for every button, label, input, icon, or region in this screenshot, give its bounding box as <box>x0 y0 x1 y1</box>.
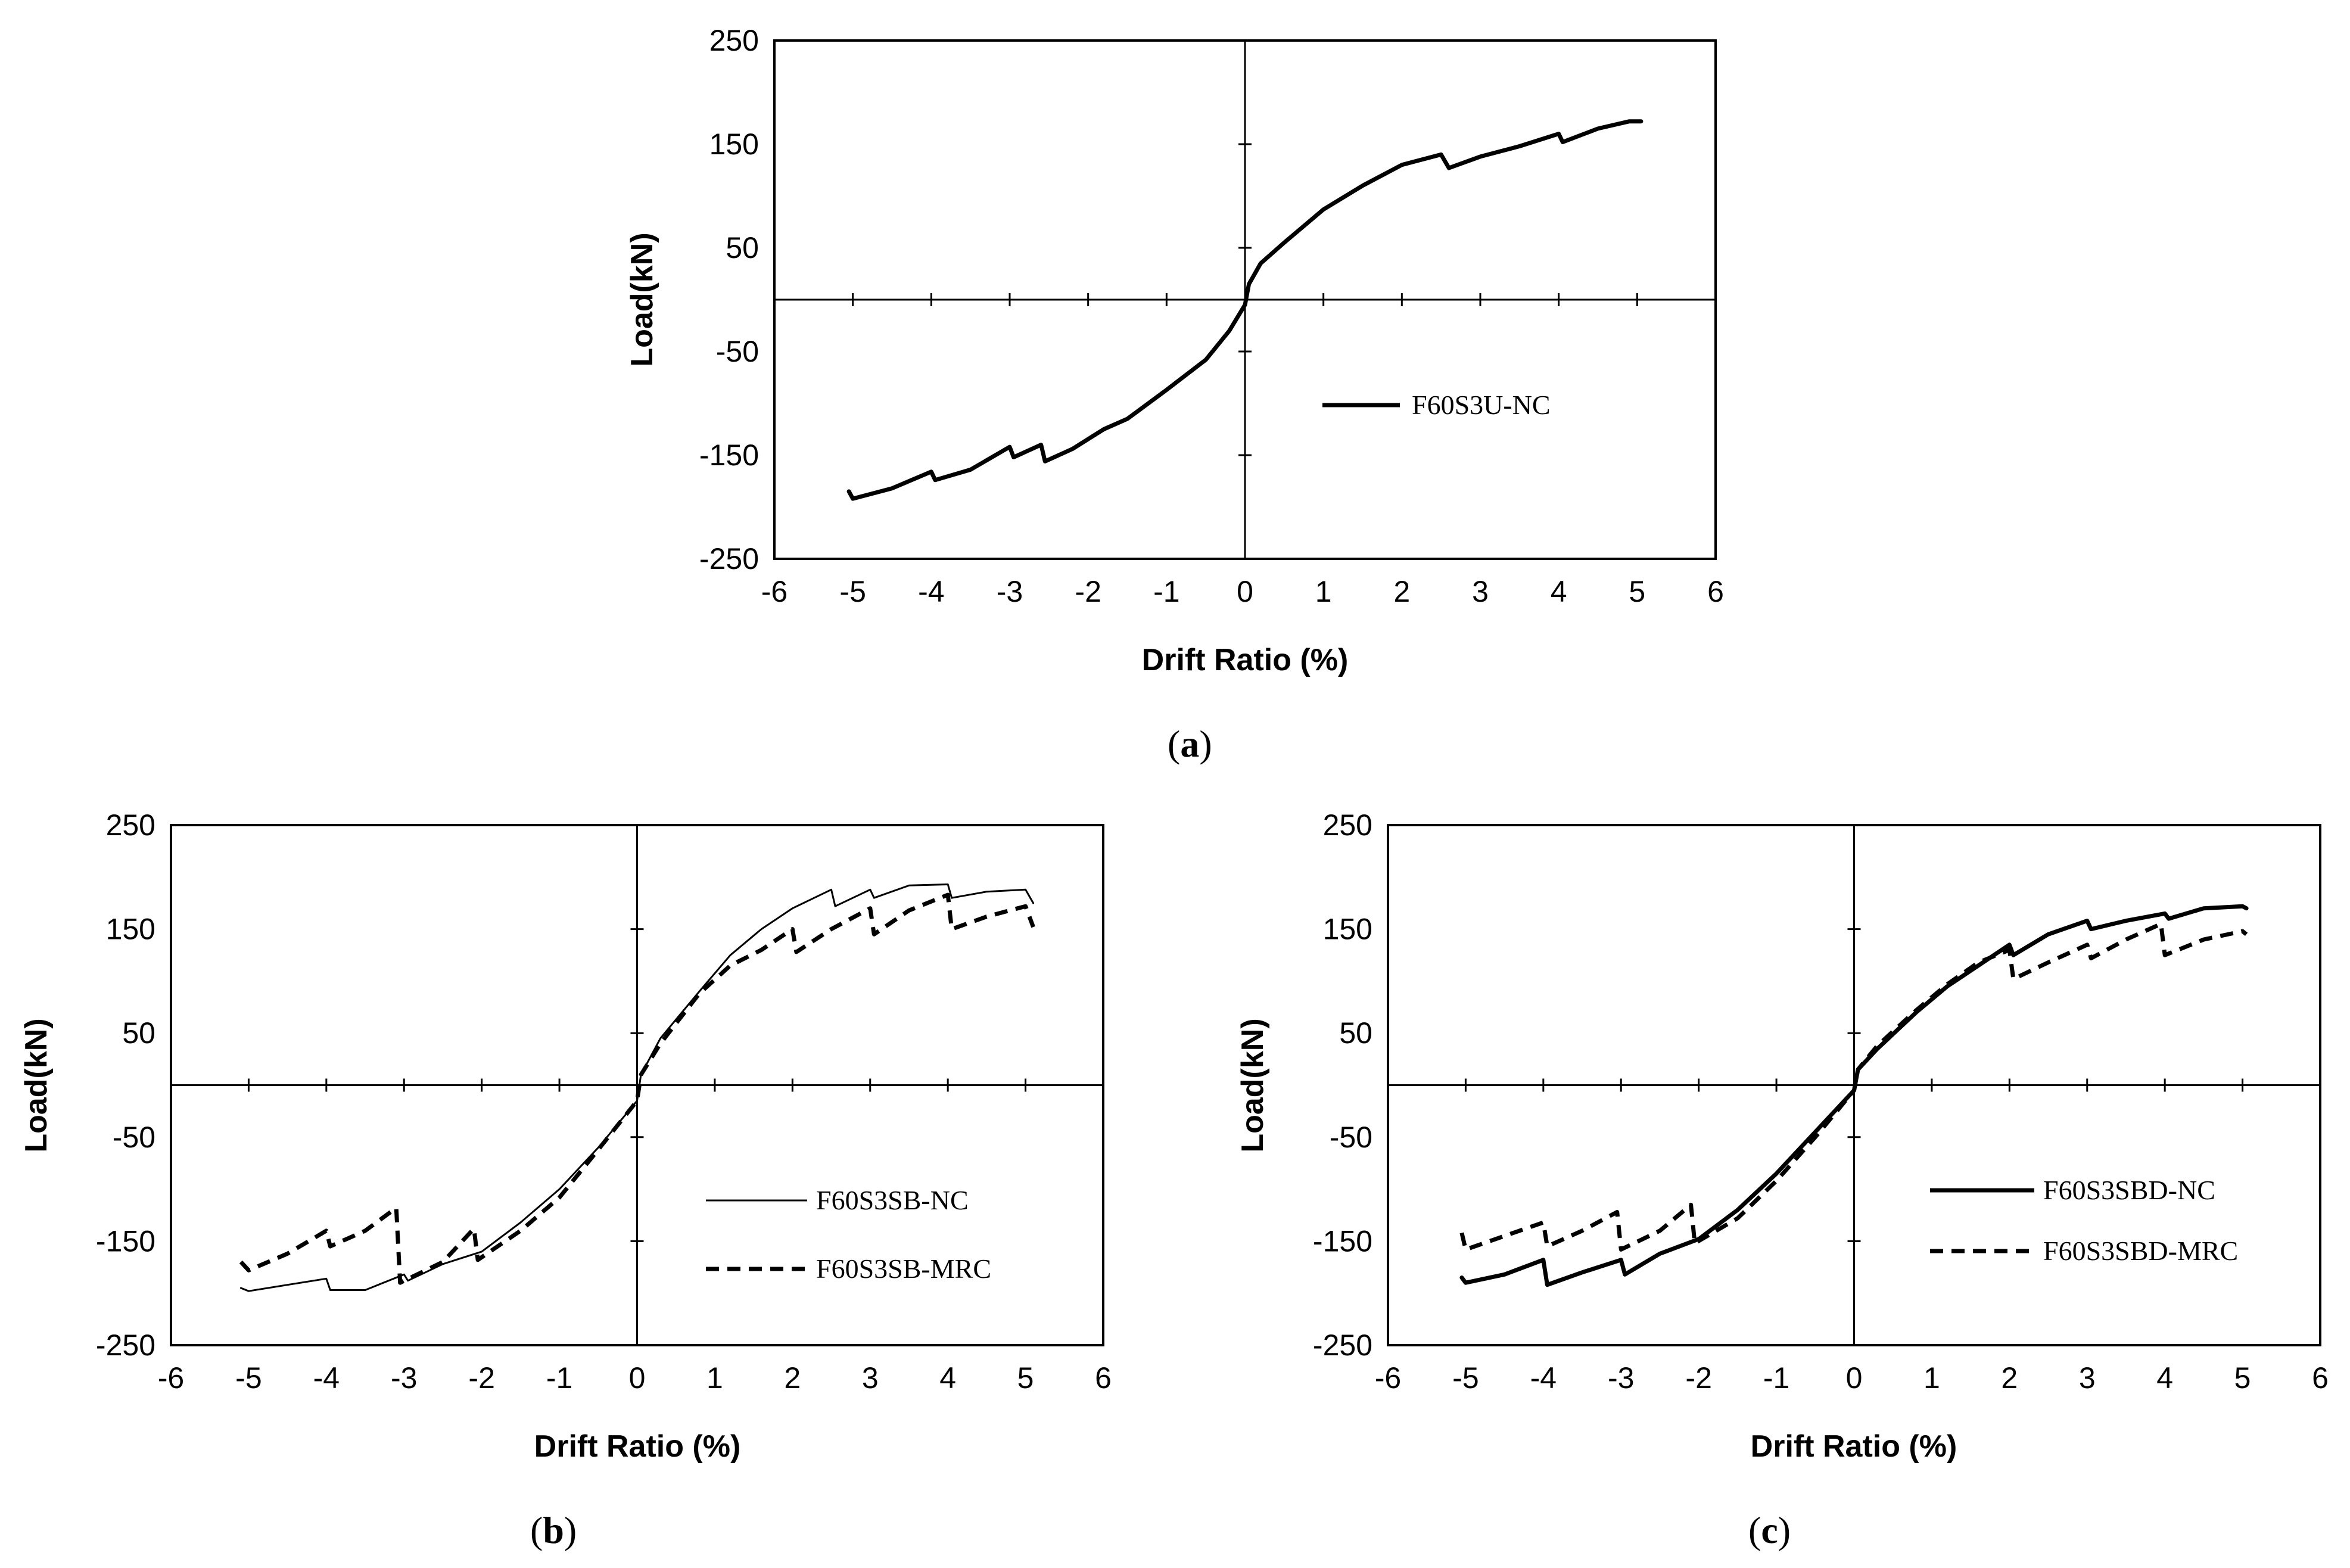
y-tick-label: 50 <box>122 1016 155 1050</box>
series-layer-a <box>846 119 1644 501</box>
x-tick-label: 1 <box>1315 575 1332 608</box>
x-tick-label: -1 <box>1763 1361 1789 1395</box>
x-tick-label: -1 <box>546 1361 572 1395</box>
y-tick-label: -250 <box>96 1329 155 1362</box>
legend-c: F60S3SBD-NC F60S3SBD-MRC <box>1930 1175 2238 1266</box>
x-tick-label: 2 <box>1393 575 1410 608</box>
x-tick-label: 4 <box>1551 575 1567 608</box>
series-line-f60s3sb-mrc <box>239 892 1035 1285</box>
y-tick-label: -150 <box>699 438 759 472</box>
x-tick-label: 3 <box>862 1361 879 1395</box>
x-tick-label: 1 <box>1923 1361 1940 1395</box>
x-tick-label: 4 <box>2156 1361 2173 1395</box>
x-tick-label: 3 <box>1472 575 1489 608</box>
x-tick-label: 3 <box>2079 1361 2096 1395</box>
y-tick-label: 150 <box>709 127 759 161</box>
y-axis-title-a: Load(kN) <box>625 232 659 366</box>
y-tick-label: -150 <box>96 1224 155 1258</box>
series-line-f60s3u-nc <box>846 119 1644 501</box>
legend-label-b-mrc: F60S3SB-MRC <box>816 1253 991 1284</box>
y-tick-label: -250 <box>1313 1329 1372 1362</box>
y-tick-label: -50 <box>1330 1121 1372 1154</box>
x-tick-label: -3 <box>391 1361 417 1395</box>
x-tick-label: 4 <box>939 1361 956 1395</box>
axes-a: -6 -5 -4 -3 -2 -1 0 1 2 3 4 5 6 250 150 50 -50 -150 -250 <box>699 24 1724 608</box>
legend-label-c-nc: F60S3SBD-NC <box>2043 1175 2215 1205</box>
x-tick-label: 6 <box>2312 1361 2329 1395</box>
panel-c: -6 -5 -4 -3 -2 -1 0 1 2 3 4 5 6 250 150 50 -50 -150 -250 L… <box>1235 808 2329 1551</box>
x-tick-label: 0 <box>629 1361 646 1395</box>
y-tick-label: -150 <box>1313 1224 1372 1258</box>
x-tick-label: -6 <box>1375 1361 1401 1395</box>
x-tick-label: -4 <box>313 1361 340 1395</box>
x-tick-label: 5 <box>2234 1361 2251 1395</box>
x-tick-label: 0 <box>1846 1361 1863 1395</box>
series-layer-c <box>1459 904 2249 1287</box>
x-tick-label: 2 <box>784 1361 801 1395</box>
x-tick-label: -5 <box>839 575 866 608</box>
caption-a: (a) <box>1168 723 1212 765</box>
panel-a: -6 -5 -4 -3 -2 -1 0 1 2 3 4 5 6 250 150 50 -50 -150 -250 L… <box>625 24 1724 765</box>
legend-a: F60S3U-NC <box>1322 390 1551 420</box>
x-tick-label: 0 <box>1237 575 1253 608</box>
x-tick-label: 6 <box>1707 575 1724 608</box>
y-tick-label: -250 <box>699 542 759 575</box>
x-tick-label: -6 <box>158 1361 184 1395</box>
series-line-f60s3sbd-mrc <box>1459 922 2248 1252</box>
caption-c: (c) <box>1748 1509 1791 1551</box>
y-axis-title-b: Load(kN) <box>19 1018 54 1152</box>
y-tick-label: 50 <box>1339 1016 1372 1050</box>
x-tick-label: 6 <box>1095 1361 1112 1395</box>
y-tick-label: 50 <box>726 231 759 265</box>
y-axis-title-c: Load(kN) <box>1235 1018 1270 1152</box>
x-tick-label: 2 <box>2001 1361 2018 1395</box>
series-line-f60s3sbd-nc <box>1459 904 2249 1287</box>
x-tick-label: 5 <box>1629 575 1645 608</box>
legend-label-c-mrc: F60S3SBD-MRC <box>2043 1236 2238 1266</box>
y-tick-label: 250 <box>106 808 155 842</box>
x-tick-label: -3 <box>1608 1361 1634 1395</box>
x-axis-title-b: Drift Ratio (%) <box>534 1429 741 1464</box>
x-tick-label: 5 <box>1017 1361 1034 1395</box>
y-tick-label: -50 <box>113 1121 155 1154</box>
x-axis-title-a: Drift Ratio (%) <box>1142 643 1349 677</box>
y-tick-label: -50 <box>716 335 759 368</box>
caption-b: (b) <box>530 1509 577 1551</box>
x-tick-label: -5 <box>1452 1361 1479 1395</box>
x-tick-label: -6 <box>761 575 788 608</box>
x-tick-label: -4 <box>1530 1361 1557 1395</box>
axes-c: -6 -5 -4 -3 -2 -1 0 1 2 3 4 5 6 250 150 50 -50 -150 -250 <box>1313 808 2329 1395</box>
panel-b: -6 -5 -4 -3 -2 -1 0 1 2 3 4 5 6 250 150 50 -50 -150 -250 L… <box>19 808 1112 1551</box>
legend-label-b-nc: F60S3SB-NC <box>816 1185 969 1215</box>
x-tick-label: -2 <box>1075 575 1101 608</box>
x-tick-label: -3 <box>997 575 1023 608</box>
y-tick-label: 150 <box>106 913 155 946</box>
x-tick-label: -2 <box>468 1361 494 1395</box>
y-tick-label: 250 <box>709 24 759 57</box>
x-tick-label: -1 <box>1153 575 1179 608</box>
legend-label-a-nc: F60S3U-NC <box>1412 390 1551 420</box>
y-tick-label: 250 <box>1323 808 1372 842</box>
axes-b: -6 -5 -4 -3 -2 -1 0 1 2 3 4 5 6 250 150 50 -50 -150 -250 <box>96 808 1112 1395</box>
x-axis-title-c: Drift Ratio (%) <box>1751 1429 1957 1464</box>
x-tick-label: -4 <box>918 575 944 608</box>
x-tick-label: -2 <box>1685 1361 1711 1395</box>
y-tick-label: 150 <box>1323 913 1372 946</box>
x-tick-label: -5 <box>235 1361 262 1395</box>
x-tick-label: 1 <box>706 1361 723 1395</box>
series-layer-b <box>239 883 1035 1292</box>
legend-b: F60S3SB-NC F60S3SB-MRC <box>706 1185 991 1284</box>
